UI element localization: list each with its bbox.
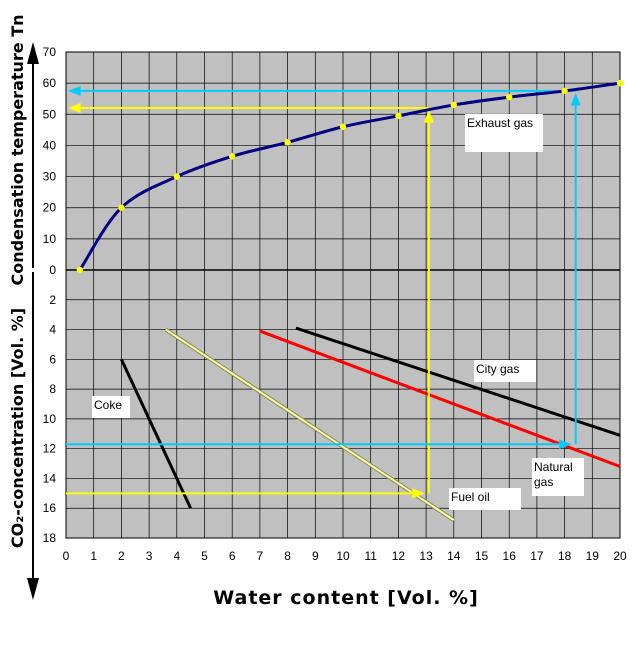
x-axis-title: Water content [Vol. %] [213, 587, 479, 609]
y-tick-label: 20 [43, 201, 57, 215]
exhaust-gas-point [395, 112, 402, 120]
y-tick-label: 4 [49, 323, 56, 337]
x-tick-label: 5 [201, 549, 208, 563]
label-coke: Coke [94, 398, 122, 412]
x-tick-label: 0 [63, 549, 70, 563]
y-tick-label: 16 [43, 501, 57, 515]
y-tick-labels: 70 60 50 40 30 20 10 0 2 4 6 8 10 12 14 16 18 [43, 45, 57, 545]
x-tick-label: 16 [503, 549, 517, 563]
y-tick-label: 0 [49, 263, 56, 277]
y-tick-label: 50 [43, 107, 57, 121]
y-tick-label: 10 [43, 412, 57, 426]
exhaust-gas-point [118, 204, 125, 211]
x-tick-labels: 0 1 2 3 4 5 6 7 8 9 10 11 12 13 14 15 16 17 18 19 20 [63, 549, 627, 563]
label-fuel-oil-box [449, 488, 521, 510]
fuel-line [165, 328, 455, 521]
example-arrow [559, 439, 572, 450]
x-tick-label: 4 [173, 549, 180, 563]
y-tick-label: 14 [43, 471, 57, 485]
x-tick-label: 20 [613, 549, 627, 563]
x-tick-label: 9 [312, 549, 319, 563]
exhaust-gas-point [229, 153, 236, 160]
x-tick-label: 13 [419, 549, 433, 563]
x-tick-label: 6 [229, 549, 236, 563]
x-tick-label: 19 [586, 549, 600, 563]
x-tick-label: 1 [90, 549, 97, 563]
x-tick-label: 18 [558, 549, 572, 563]
exhaust-gas-point [561, 87, 568, 95]
axis-arrow-up [27, 42, 39, 64]
exhaust-gas-point [339, 123, 347, 130]
example-arrow [68, 103, 81, 114]
exhaust-gas-point [506, 93, 513, 101]
y-tick-label: 60 [43, 76, 57, 90]
exhaust-gas-point [616, 79, 624, 87]
label-fuel-oil: Fuel oil [451, 490, 490, 504]
exhaust-gas-point [76, 266, 84, 274]
exhaust-gas-curve [76, 79, 624, 274]
exhaust-gas-point [450, 101, 457, 109]
label-coke-box [92, 396, 130, 418]
y-tick-label: 10 [43, 232, 57, 246]
label-natural-gas: gas [534, 475, 553, 489]
example-lines [66, 85, 581, 499]
example-arrow [412, 488, 425, 499]
x-tick-label: 7 [257, 549, 264, 563]
y-axis-arrows [27, 42, 39, 600]
x-tick-label: 3 [146, 549, 153, 563]
example-arrow [68, 85, 81, 96]
axis-arrow-down [27, 578, 39, 600]
label-exhaust-gas: Exhaust gas [467, 116, 533, 130]
fuel-lines [120, 326, 621, 522]
exhaust-gas-point [173, 173, 180, 180]
y-tick-label: 8 [49, 382, 56, 396]
label-city-gas-box [474, 360, 536, 382]
x-tick-label: 8 [284, 549, 291, 563]
example-arrow [570, 92, 581, 106]
x-tick-label: 2 [118, 549, 125, 563]
y-tick-label: 40 [43, 138, 57, 152]
y-tick-label: 2 [49, 293, 56, 307]
x-tick-label: 11 [364, 549, 377, 563]
y-tick-label: 70 [43, 45, 57, 59]
y-tick-label: 18 [43, 531, 57, 545]
x-tick-label: 14 [447, 549, 461, 563]
exhaust-gas-point [284, 139, 291, 146]
x-tick-label: 17 [530, 549, 544, 563]
label-natural-gas-box [532, 458, 584, 496]
fuel-line [295, 326, 621, 437]
y-axis-title-bottom: CO₂-concentration [Vol. %] [8, 308, 27, 548]
x-tick-label: 12 [392, 549, 406, 563]
y-tick-label: 12 [43, 442, 57, 456]
label-exhaust-gas-box [465, 114, 543, 152]
y-tick-label: 6 [49, 352, 56, 366]
fuel-line [120, 358, 193, 509]
y-tick-label: 30 [43, 170, 57, 184]
x-tick-label: 15 [475, 549, 489, 563]
label-natural-gas: Natural [534, 460, 573, 474]
example-arrow [423, 110, 434, 123]
label-city-gas: City gas [476, 362, 519, 376]
x-tick-label: 10 [336, 549, 350, 563]
y-axis-title-top: Condensation temperature Tn [8, 14, 27, 285]
